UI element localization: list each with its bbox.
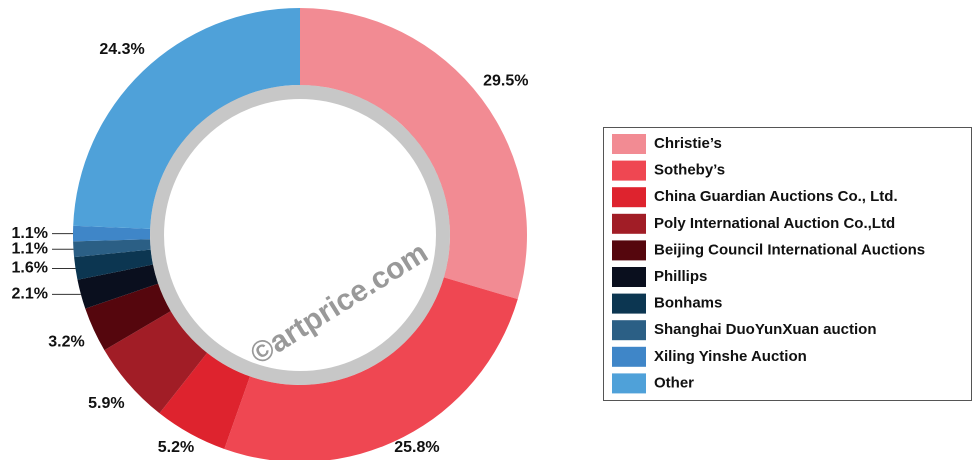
legend-swatch: [612, 320, 646, 341]
legend-swatch: [612, 187, 646, 208]
value-label: 3.2%: [48, 334, 84, 351]
legend-label: Phillips: [654, 268, 707, 285]
value-label: 5.2%: [158, 439, 194, 456]
legend: Christie’s Sotheby’s China Guardian Auctio…: [603, 127, 972, 401]
legend-label: Sotheby’s: [654, 162, 725, 179]
value-label: 1.1%: [12, 225, 48, 242]
slice: [85, 283, 171, 351]
legend-swatch: [612, 160, 646, 181]
legend-swatch: [612, 213, 646, 234]
slice: [74, 249, 153, 280]
slice: [104, 311, 208, 414]
legend-box: [603, 127, 972, 401]
legend-label: Poly International Auction Co.,Ltd: [654, 215, 895, 232]
slice: [224, 277, 518, 460]
legend-label: China Guardian Auctions Co., Ltd.: [654, 188, 898, 205]
value-label: 1.1%: [12, 241, 48, 258]
slice: [73, 8, 300, 229]
legend-swatch: [612, 267, 646, 287]
slice: [159, 352, 250, 450]
slice: [300, 8, 528, 300]
value-label: 2.1%: [12, 286, 48, 303]
legend-swatch: [612, 134, 646, 154]
legend-swatch: [612, 240, 646, 261]
slice: [77, 264, 159, 309]
legend-label: Other: [654, 374, 694, 391]
legend-label: Christie’s: [654, 135, 722, 152]
legend-swatch: [612, 346, 646, 367]
inner-ring: [150, 85, 450, 385]
legend-label: Shanghai DuoYunXuan auction: [654, 321, 877, 338]
legend-label: Beijing Council International Auctions: [654, 241, 925, 258]
value-label: 25.8%: [394, 439, 439, 456]
legend-label: Xiling Yinshe Auction: [654, 348, 807, 365]
value-label: 5.9%: [88, 395, 124, 412]
legend-label: Bonhams: [654, 295, 722, 312]
legend-swatch: [612, 373, 646, 394]
value-label: 24.3%: [99, 41, 144, 58]
value-label: 29.5%: [483, 72, 528, 89]
slice: [73, 225, 151, 242]
value-label: 1.6%: [12, 260, 48, 277]
slice: [73, 239, 151, 258]
legend-swatch: [612, 293, 646, 314]
